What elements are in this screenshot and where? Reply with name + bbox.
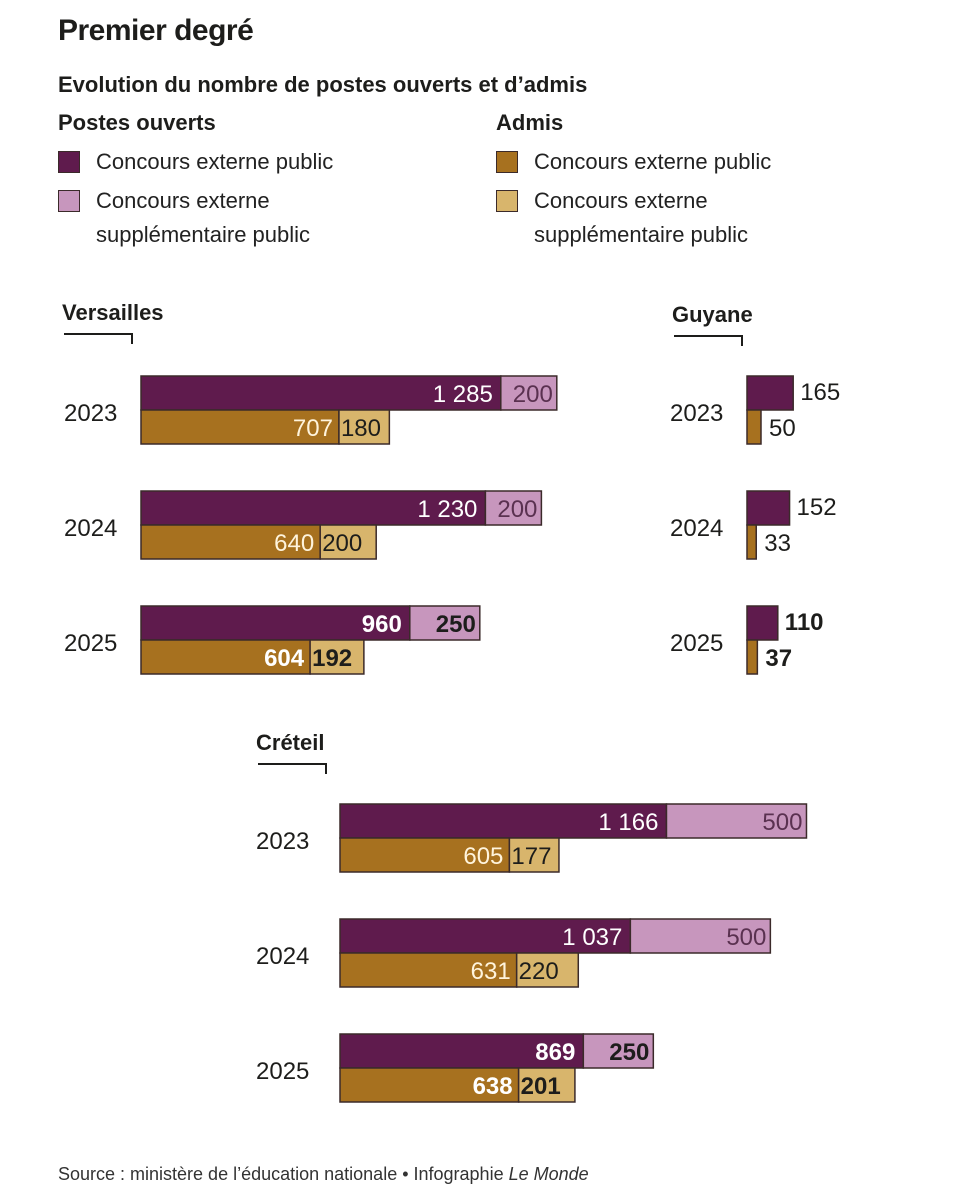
bar-creteil-2024-postes-public-label: 1 037 xyxy=(562,924,622,951)
bar-versailles-2025-admis-public-label: 604 xyxy=(264,645,305,672)
bar-guyane-2025-admis-public-label: 37 xyxy=(765,645,792,672)
legend-label-admis-supp-line1: Concours externe xyxy=(534,188,708,213)
bar-creteil-2024-admis-supp xyxy=(515,952,580,988)
bar-creteil-2023-admis-supp xyxy=(508,837,560,873)
bar-guyane-2024-admis-public-label: 33 xyxy=(764,530,791,557)
year-label-guyane-2023: 2023 xyxy=(670,400,723,427)
bar-creteil-2024-admis-public xyxy=(339,952,518,988)
region-title-guyane: Guyane xyxy=(672,302,753,327)
bar-versailles-2023-postes-supp xyxy=(500,375,558,411)
region-hook-versailles xyxy=(64,333,133,344)
bar-versailles-2025-admis-public xyxy=(140,639,311,675)
bar-versailles-2025-admis-supp-label: 192 xyxy=(312,645,352,672)
region-title-versailles: Versailles xyxy=(62,300,164,325)
legend-swatch-postes-public xyxy=(58,151,80,173)
bar-creteil-2024-postes-supp-label: 500 xyxy=(726,924,766,951)
bar-versailles-2025-postes-public-label: 960 xyxy=(362,611,402,638)
bar-guyane-2025-admis-public xyxy=(746,639,759,675)
legend-label-postes-supp-line2: supplémentaire public xyxy=(96,222,311,247)
bar-creteil-2023-admis-supp-label: 177 xyxy=(511,843,551,870)
bar-versailles-2024-admis-supp-label: 200 xyxy=(322,530,362,557)
bar-versailles-2023-admis-supp xyxy=(338,409,391,445)
bar-creteil-2025-postes-supp xyxy=(582,1033,655,1069)
bar-versailles-2025-postes-public xyxy=(140,605,411,641)
bar-guyane-2024-postes-public-label: 152 xyxy=(797,494,837,521)
bar-versailles-2024-admis-public-label: 640 xyxy=(274,530,314,557)
bar-creteil-2024-admis-supp-label: 220 xyxy=(519,958,559,985)
bar-creteil-2024-postes-supp xyxy=(629,918,772,954)
bar-guyane-2024-admis-public xyxy=(746,524,757,560)
bar-guyane-2024-postes-public xyxy=(746,490,791,526)
bar-guyane-2023-admis-public xyxy=(746,409,762,445)
bar-creteil-2025-postes-public-label: 869 xyxy=(535,1039,575,1066)
bar-creteil-2025-admis-supp xyxy=(517,1067,576,1103)
bar-guyane-2023-postes-public xyxy=(746,375,794,411)
chart-title: Premier degré xyxy=(58,14,254,47)
bar-creteil-2025-admis-public xyxy=(339,1067,520,1103)
year-label-guyane-2024: 2024 xyxy=(670,515,723,542)
year-label-creteil-2025: 2025 xyxy=(256,1058,309,1085)
bar-versailles-2024-postes-public-label: 1 230 xyxy=(417,496,477,523)
year-label-guyane-2025: 2025 xyxy=(670,630,723,657)
bar-creteil-2023-admis-public-label: 605 xyxy=(463,843,503,870)
bar-versailles-2023-admis-public xyxy=(140,409,340,445)
legend-label-admis-supp-line2: supplémentaire public xyxy=(534,222,749,247)
legend-heading-postes: Postes ouverts xyxy=(58,110,216,135)
region-hook-creteil xyxy=(258,763,327,774)
source-text: Source : ministère de l’éducation nation… xyxy=(58,1164,509,1184)
bar-guyane-2025-postes-public xyxy=(746,605,779,641)
bar-creteil-2023-postes-supp xyxy=(665,803,808,839)
legend-label-admis-public: Concours externe public xyxy=(534,149,772,174)
bar-creteil-2025-postes-supp-label: 250 xyxy=(609,1039,649,1066)
bar-versailles-2024-postes-supp-label: 200 xyxy=(497,496,537,523)
legend-swatch-admis-public xyxy=(496,151,518,173)
legend-label-postes-public: Concours externe public xyxy=(96,149,334,174)
year-label-creteil-2023: 2023 xyxy=(256,828,309,855)
bar-creteil-2025-postes-public xyxy=(339,1033,585,1069)
chart-subtitle: Evolution du nombre de postes ouverts et… xyxy=(58,72,588,97)
bar-versailles-2023-postes-supp-label: 200 xyxy=(513,381,553,408)
bar-versailles-2023-admis-supp-label: 180 xyxy=(341,415,381,442)
legend-swatch-postes-supp xyxy=(58,190,80,212)
bar-versailles-2023-postes-public-label: 1 285 xyxy=(433,381,493,408)
bar-creteil-2025-admis-public-label: 638 xyxy=(473,1073,513,1100)
bar-versailles-2024-postes-public xyxy=(140,490,487,526)
bar-guyane-2023-admis-public-label: 50 xyxy=(769,415,796,442)
bar-creteil-2023-postes-supp-label: 500 xyxy=(762,809,802,836)
bar-versailles-2025-postes-supp-label: 250 xyxy=(436,611,476,638)
bar-creteil-2023-postes-public-label: 1 166 xyxy=(598,809,658,836)
year-label-versailles-2023: 2023 xyxy=(64,400,117,427)
legend-label-postes-supp-line1: Concours externe xyxy=(96,188,270,213)
region-title-creteil: Créteil xyxy=(256,730,325,755)
bar-versailles-2024-admis-supp xyxy=(319,524,377,560)
bar-creteil-2023-admis-public xyxy=(339,837,511,873)
bar-creteil-2024-admis-public-label: 631 xyxy=(471,958,511,985)
bar-guyane-2025-postes-public-label: 110 xyxy=(785,609,824,636)
bar-creteil-2025-admis-supp-label: 201 xyxy=(521,1073,561,1100)
legend-heading-admis: Admis xyxy=(496,110,564,135)
bar-versailles-2025-admis-supp xyxy=(309,639,365,675)
year-label-versailles-2025: 2025 xyxy=(64,630,117,657)
bar-versailles-2023-admis-public-label: 707 xyxy=(293,415,333,442)
year-label-creteil-2024: 2024 xyxy=(256,943,309,970)
source-publication: Le Monde xyxy=(508,1164,589,1184)
legend-swatch-admis-supp xyxy=(496,190,518,212)
bar-guyane-2023-postes-public-label: 165 xyxy=(800,379,840,406)
bar-versailles-2025-postes-supp xyxy=(409,605,481,641)
year-label-versailles-2024: 2024 xyxy=(64,515,117,542)
bar-versailles-2024-postes-supp xyxy=(484,490,543,526)
source-note: Source : ministère de l’éducation nation… xyxy=(58,1164,589,1185)
region-hook-guyane xyxy=(674,335,743,346)
